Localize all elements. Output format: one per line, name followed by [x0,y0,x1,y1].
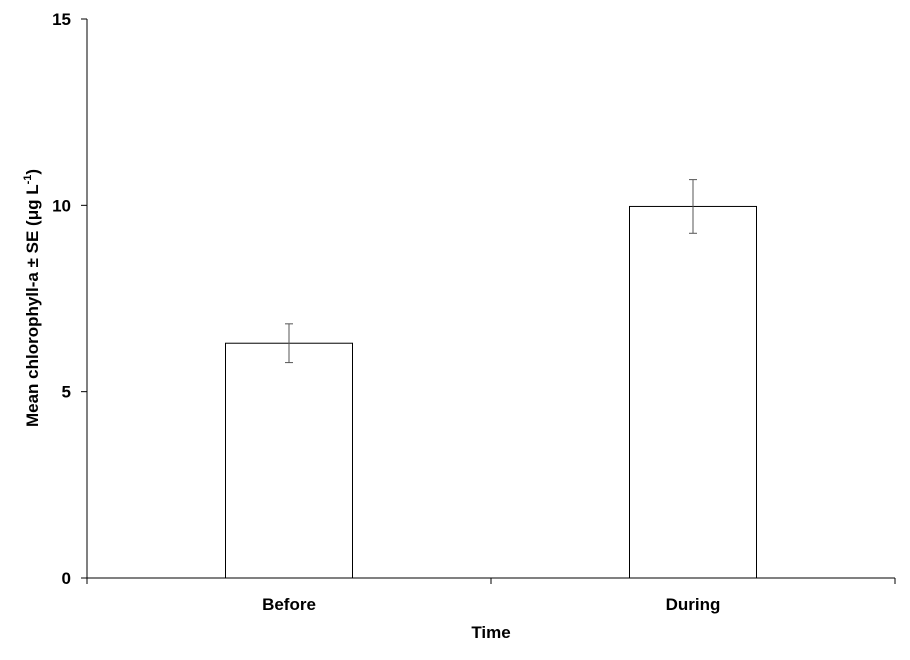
error-bars-layer [285,179,697,364]
x-axis-title: Time [471,623,510,642]
y-tick-label: 5 [62,383,71,402]
error-bar-during [689,179,697,234]
y-axis-title: Mean chlorophyll-a ± SE (μg L-1) [22,169,42,427]
y-axis-title-end: ) [23,169,42,175]
y-tick-label: 15 [52,10,71,29]
x-tick-label: During [666,595,721,614]
y-tick-label: 10 [52,196,71,215]
y-axis-title-main: Mean chlorophyll-a ± SE (μg L [23,184,42,427]
y-axis-title-superscript: -1 [22,175,34,185]
x-ticks-layer: Before During [86,578,896,614]
bars-layer [225,205,757,579]
bar-before [225,342,353,579]
x-tick-label: Before [262,595,316,614]
y-tick-label: 0 [62,569,71,588]
y-ticks-layer: 0 5 10 15 [52,10,87,588]
axes-layer [86,19,895,579]
bar-during [629,205,757,579]
error-bar-before [285,323,293,364]
